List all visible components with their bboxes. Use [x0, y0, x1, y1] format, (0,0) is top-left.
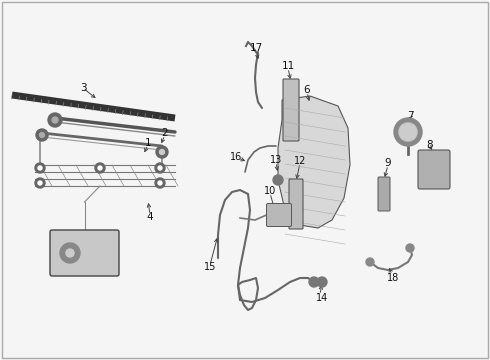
Text: 15: 15	[204, 262, 216, 272]
Text: 14: 14	[316, 293, 328, 303]
Text: 17: 17	[249, 43, 263, 53]
Text: 13: 13	[270, 155, 282, 165]
Circle shape	[156, 146, 168, 158]
FancyBboxPatch shape	[267, 203, 292, 226]
Circle shape	[155, 178, 165, 188]
Circle shape	[399, 123, 417, 141]
Circle shape	[52, 117, 58, 123]
Polygon shape	[278, 96, 350, 228]
Circle shape	[35, 163, 45, 173]
Circle shape	[160, 149, 165, 154]
Text: 6: 6	[304, 85, 310, 95]
Text: 1: 1	[145, 138, 151, 148]
Circle shape	[366, 258, 374, 266]
FancyBboxPatch shape	[418, 150, 450, 189]
Circle shape	[155, 163, 165, 173]
Circle shape	[48, 113, 62, 127]
Circle shape	[60, 243, 80, 263]
Text: 8: 8	[427, 140, 433, 150]
FancyBboxPatch shape	[289, 179, 303, 229]
FancyBboxPatch shape	[378, 177, 390, 211]
Circle shape	[38, 181, 42, 185]
Circle shape	[66, 249, 74, 257]
Text: 7: 7	[407, 111, 413, 121]
Circle shape	[38, 166, 42, 170]
Circle shape	[35, 178, 45, 188]
Text: 5: 5	[69, 265, 75, 275]
Circle shape	[36, 129, 48, 141]
Circle shape	[95, 163, 105, 173]
Text: 11: 11	[281, 61, 294, 71]
Circle shape	[317, 277, 327, 287]
Circle shape	[309, 277, 319, 287]
Text: 2: 2	[162, 128, 168, 138]
FancyBboxPatch shape	[50, 230, 119, 276]
Circle shape	[394, 118, 422, 146]
Text: 10: 10	[264, 186, 276, 196]
Circle shape	[273, 175, 283, 185]
Circle shape	[406, 244, 414, 252]
Text: 18: 18	[387, 273, 399, 283]
FancyBboxPatch shape	[283, 79, 299, 141]
Text: 4: 4	[147, 212, 153, 222]
Text: 3: 3	[80, 83, 86, 93]
Circle shape	[98, 166, 102, 170]
Text: 12: 12	[294, 156, 306, 166]
Text: 9: 9	[385, 158, 392, 168]
Circle shape	[158, 181, 162, 185]
Circle shape	[158, 166, 162, 170]
Circle shape	[40, 132, 45, 138]
Text: 16: 16	[230, 152, 242, 162]
